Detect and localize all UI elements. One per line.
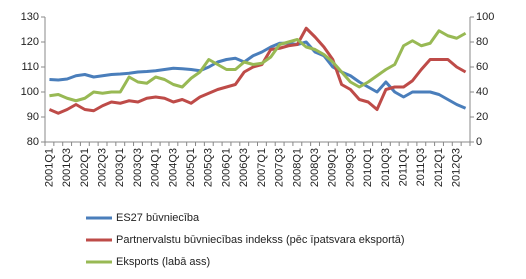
- x-tick-label: 2004Q1: [150, 148, 162, 187]
- x-tick-label: 2006Q3: [238, 148, 250, 187]
- x-tick-label: 2005Q3: [203, 148, 215, 187]
- series-line: [49, 29, 467, 103]
- y2-tick-label: 0: [476, 136, 482, 148]
- series-line: [48, 26, 467, 115]
- x-tick-label: 2012Q3: [451, 148, 463, 187]
- x-tick-label: 2011Q3: [415, 148, 427, 186]
- y-tick-label: 110: [21, 61, 39, 73]
- x-tick-label: 2008Q3: [309, 148, 321, 187]
- x-tick-label: 2001Q3: [61, 148, 73, 187]
- y-tick-label: 120: [21, 36, 39, 48]
- x-tick-label: 2005Q1: [185, 148, 197, 187]
- x-tick-label: 2007Q3: [274, 148, 286, 187]
- x-tick-label: 2004Q3: [167, 148, 179, 187]
- y2-tick-label: 80: [476, 36, 488, 48]
- y-tick-label: 100: [21, 86, 39, 98]
- y2-tick-label: 100: [476, 11, 494, 23]
- y2-tick-label: 60: [476, 61, 488, 73]
- y-tick-label: 80: [27, 136, 39, 148]
- y2-tick-label: 40: [476, 86, 488, 98]
- y-tick-label: 90: [27, 111, 39, 123]
- x-tick-label: 2001Q1: [43, 148, 55, 187]
- y2-tick-label: 20: [476, 111, 488, 123]
- x-tick-label: 2010Q1: [362, 148, 374, 187]
- x-tick-label: 2009Q1: [327, 148, 339, 187]
- series-line: [49, 40, 467, 110]
- legend-label: Partnervalstu būvniecības indekss (pēc ī…: [116, 234, 405, 246]
- x-tick-label: 2002Q3: [96, 148, 108, 187]
- x-tick-label: 2010Q3: [380, 148, 392, 187]
- legend-label: ES27 būvniecība: [116, 212, 200, 224]
- x-tick-label: 2002Q1: [79, 148, 91, 187]
- y-tick-label: 130: [21, 11, 39, 23]
- x-tick-label: 2011Q1: [398, 148, 410, 186]
- x-tick-label: 2003Q1: [114, 148, 126, 187]
- x-tick-label: 2009Q3: [344, 148, 356, 187]
- x-tick-label: 2007Q1: [256, 148, 268, 187]
- x-tick-label: 2006Q1: [220, 148, 232, 187]
- x-tick-label: 2003Q3: [132, 148, 144, 187]
- x-tick-label: 2008Q1: [291, 148, 303, 187]
- legend-label: Eksports (labā ass): [116, 256, 210, 268]
- x-tick-label: 2012Q1: [433, 148, 445, 187]
